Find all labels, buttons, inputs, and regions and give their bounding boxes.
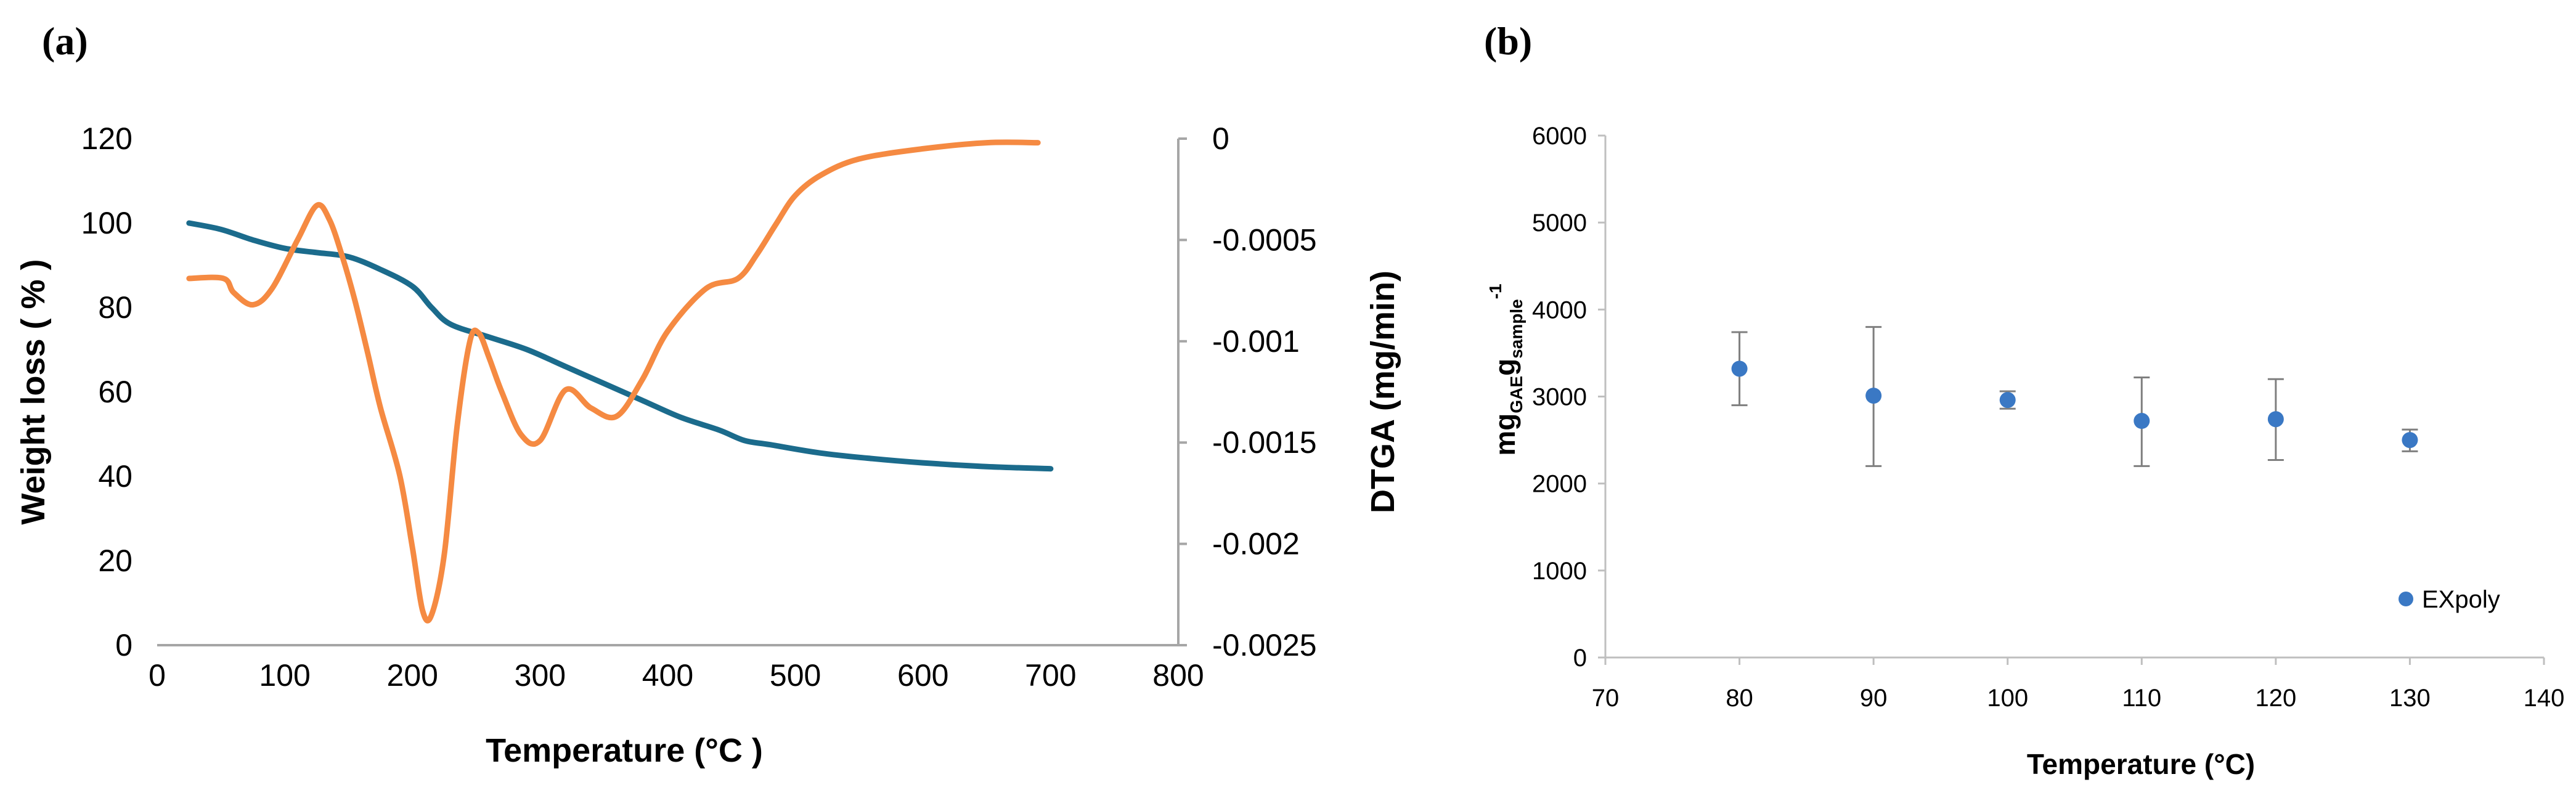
tga-y2-tick-label: -0.002 [1212, 527, 1300, 561]
legend-label: EXpoly [2422, 586, 2500, 613]
ylabel-sub-gae: GAE [1507, 376, 1526, 413]
tga-x-tick-label: 600 [897, 658, 948, 693]
tga-y2-tick-label: 0 [1212, 121, 1229, 156]
tga-y2-tick-label: -0.0015 [1212, 425, 1317, 460]
polyphenol-y-tick-label: 2000 [1532, 471, 1587, 498]
tga-y2-ticks: 0 -0.0005 -0.001 -0.0015 -0.002 -0.0025 [1178, 121, 1317, 662]
data-point [2134, 413, 2150, 430]
polyphenol-chart: 70 80 90 100 110 120 130 140 0 1000 2000 3000 4000 5… [1486, 123, 2564, 780]
polyphenol-x-tick-label: 80 [1726, 685, 1753, 712]
polyphenol-y-tick-label: 1000 [1532, 558, 1587, 585]
tga-y-ticks: 0 20 40 60 80 100 120 [81, 121, 132, 662]
polyphenol-x-tick-label: 70 [1592, 685, 1620, 712]
tga-axes [157, 139, 1182, 646]
data-point [2402, 432, 2418, 449]
polyphenol-x-tick-label: 90 [1860, 685, 1888, 712]
tga-y-tick-label: 80 [98, 290, 132, 325]
tga-x-tick-label: 400 [642, 658, 693, 693]
polyphenol-x-tick-label: 120 [2255, 685, 2296, 712]
tga-x-axis-title: Temperature (°C ) [486, 732, 763, 769]
tga-x-ticks: 0 100 200 300 400 500 600 700 800 [149, 658, 1204, 693]
tga-x-tick-label: 200 [387, 658, 438, 693]
polyphenol-y-tick-label: 3000 [1532, 384, 1587, 411]
polyphenol-y-tick-label: 0 [1573, 645, 1587, 672]
weight-loss-series-line [186, 220, 1054, 472]
legend-marker [2399, 592, 2413, 606]
data-point [1999, 392, 2016, 409]
tga-x-tick-label: 800 [1152, 658, 1204, 693]
tga-x-tick-label: 100 [259, 658, 310, 693]
polyphenol-x-ticks: 70 80 90 100 110 120 130 140 [1592, 658, 2565, 712]
panel-label-a: (a) [42, 19, 88, 63]
tga-y-tick-label: 60 [98, 375, 132, 409]
polyphenol-y-tick-label: 4000 [1532, 296, 1587, 324]
polyphenol-x-axis-title: Temperature (°C) [2027, 748, 2255, 780]
tga-y2-tick-label: -0.001 [1212, 324, 1300, 359]
tga-x-tick-label: 500 [770, 658, 821, 693]
tga-y-tick-label: 20 [98, 544, 132, 578]
polyphenol-x-tick-label: 140 [2524, 685, 2565, 712]
dtga-series-line [186, 139, 1041, 624]
polyphenol-y-tick-label: 6000 [1532, 123, 1587, 150]
panel-label-b: (b) [1484, 19, 1532, 63]
polyphenol-x-tick-label: 100 [1987, 685, 2028, 712]
tga-y-axis-title: Weight loss ( % ) [15, 259, 52, 524]
tga-y2-tick-label: -0.0005 [1212, 222, 1317, 257]
polyphenol-legend: EXpoly [2399, 586, 2500, 613]
polyphenol-y-ticks: 0 1000 2000 3000 4000 5000 6000 [1532, 123, 1605, 672]
data-point [1865, 388, 1882, 404]
tga-chart: 0 100 200 300 400 500 600 700 800 0 20 40 60 80 100 12… [15, 121, 1401, 769]
ylabel-mg: mg [1489, 413, 1521, 456]
polyphenol-axes [1604, 136, 2544, 659]
tga-y-tick-label: 0 [115, 628, 132, 662]
tga-x-tick-label: 700 [1025, 658, 1076, 693]
polyphenol-y-tick-label: 5000 [1532, 210, 1587, 237]
polyphenol-x-tick-label: 110 [2122, 685, 2161, 712]
polyphenol-series [1731, 326, 2418, 467]
data-point [1731, 360, 1748, 377]
tga-x-tick-label: 0 [149, 658, 166, 693]
polyphenol-y-axis-title: mgGAEgsample-1 [1486, 283, 1526, 455]
tga-x-tick-label: 300 [515, 658, 566, 693]
data-point [2267, 411, 2284, 428]
tga-y-tick-label: 40 [98, 459, 132, 494]
tga-y-tick-label: 120 [81, 121, 132, 156]
tga-series [186, 139, 1054, 624]
tga-y-tick-label: 100 [81, 206, 132, 240]
polyphenol-x-tick-label: 130 [2389, 685, 2431, 712]
tga-y2-tick-label: -0.0025 [1212, 628, 1317, 662]
ylabel-sup: -1 [1486, 283, 1505, 299]
ylabel-g: g [1489, 359, 1521, 376]
ylabel-sub-sample: sample [1507, 299, 1526, 359]
tga-y2-axis-title: DTGA (mg/min) [1364, 271, 1401, 513]
